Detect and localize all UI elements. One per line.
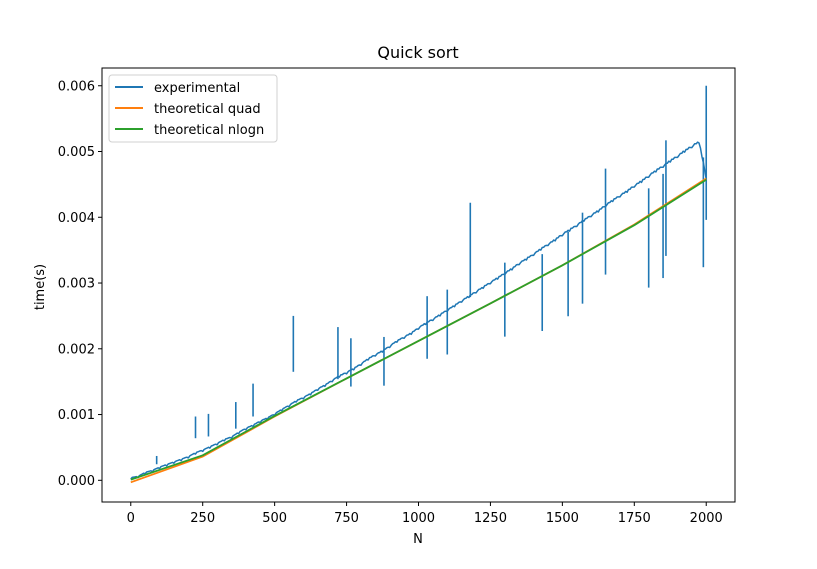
series-line-theoretical-nlogn — [130, 179, 707, 481]
legend-label-theoretical-nlogn: theoretical nlogn — [154, 123, 264, 138]
legend: experimental theoretical quad theoretical … — [108, 74, 278, 143]
series-line-experimental — [130, 141, 707, 480]
x-tick-label: 1750 — [618, 511, 651, 526]
x-tick-label: 2000 — [690, 511, 723, 526]
tick-layer: 0 250 500 750 1000 1250 1500 1750 2000 0.000 0.001… — [58, 79, 723, 526]
chart-title: Quick sort — [377, 43, 458, 62]
y-tick-label: 0.003 — [58, 277, 95, 292]
y-tick-label: 0.006 — [58, 79, 95, 94]
x-tick-label: 1000 — [402, 511, 435, 526]
x-tick-label: 750 — [334, 511, 359, 526]
plot-frame — [101, 67, 736, 503]
legend-box — [108, 74, 278, 143]
y-tick-label: 0.005 — [58, 145, 95, 160]
y-tick-label: 0.004 — [58, 211, 95, 226]
y-tick-label: 0.002 — [58, 342, 95, 357]
x-tick-label: 0 — [127, 511, 135, 526]
y-tick-label: 0.001 — [58, 408, 95, 423]
x-tick-label: 250 — [190, 511, 215, 526]
legend-label-experimental: experimental — [154, 81, 240, 96]
x-tick-label: 500 — [262, 511, 287, 526]
x-tick-label: 1250 — [474, 511, 507, 526]
x-tick-label: 1500 — [546, 511, 579, 526]
y-axis-label: time(s) — [33, 264, 48, 310]
legend-label-theoretical-quad: theoretical quad — [154, 102, 261, 117]
plot-layer — [130, 85, 708, 484]
x-axis-label: N — [413, 532, 423, 547]
y-tick-label: 0.000 — [58, 474, 95, 489]
